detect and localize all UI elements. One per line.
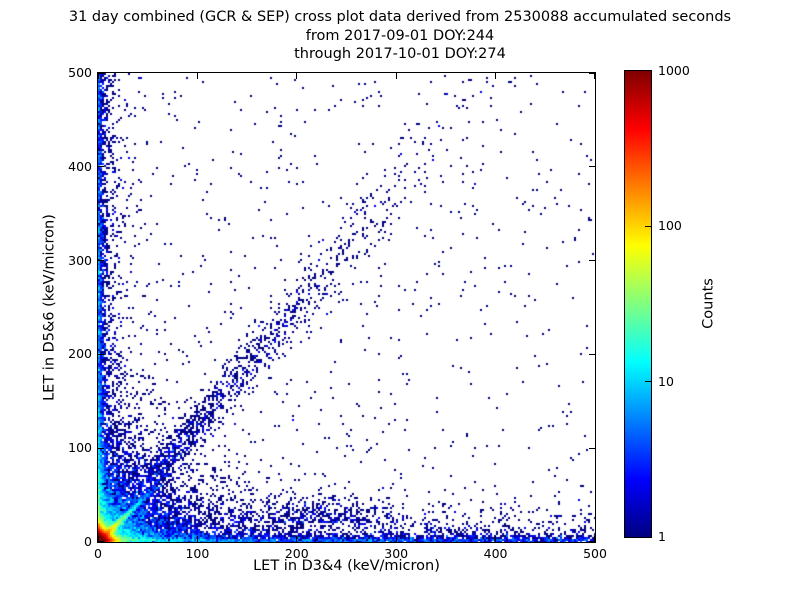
y-tick-label: 200 [68, 346, 92, 362]
y-tick-label: 500 [68, 65, 92, 80]
axis-tick [395, 73, 397, 79]
x-tick-label: 300 [384, 546, 409, 561]
colorbar-gradient [624, 70, 652, 538]
x-tick-label: 100 [185, 546, 210, 561]
plot-frame [97, 72, 596, 543]
colorbar-tick [645, 225, 652, 227]
y-tick-label: 0 [84, 534, 92, 549]
colorbar-title: Counts [700, 278, 717, 329]
axis-tick [98, 447, 104, 449]
colorbar-tick [645, 381, 652, 383]
axis-tick [495, 536, 497, 542]
colorbar-tick-label: 100 [658, 218, 682, 234]
axis-tick [296, 73, 298, 79]
y-axis-title: LET in D5&6 (keV/micron) [41, 214, 58, 401]
y-tick-label: 100 [68, 440, 92, 456]
axis-tick [395, 536, 397, 542]
colorbar-tick-label: 1000 [658, 63, 690, 78]
axis-tick [589, 541, 595, 542]
chart-title-block: 31 day combined (GCR & SEP) cross plot d… [0, 8, 800, 64]
axis-tick [589, 166, 595, 168]
chart-subtitle-from: from 2017-09-01 DOY:244 [305, 27, 495, 44]
axis-tick [589, 353, 595, 355]
axis-tick [98, 166, 104, 168]
axis-tick [196, 73, 198, 79]
axis-tick [594, 73, 595, 79]
axis-tick [589, 260, 595, 262]
axis-tick [98, 536, 99, 542]
axis-tick [98, 73, 104, 74]
axis-tick [495, 73, 497, 79]
axis-tick [196, 536, 198, 542]
x-axis-title: LET in D3&4 (keV/micron) [253, 558, 440, 574]
axis-tick [296, 536, 298, 542]
axis-tick [589, 447, 595, 449]
x-tick-label: 0 [94, 546, 102, 561]
axis-tick [98, 541, 104, 542]
axis-tick [98, 73, 99, 79]
axis-tick [98, 353, 104, 355]
x-tick-label: 400 [483, 546, 508, 561]
chart-subtitle-through: through 2017-10-01 DOY:274 [294, 46, 506, 62]
axis-tick [589, 73, 595, 74]
axis-tick [594, 536, 595, 542]
x-tick-label: 500 [583, 546, 607, 561]
axis-tick [98, 260, 104, 262]
x-tick-label: 200 [284, 546, 309, 561]
colorbar-tick-label: 1 [658, 529, 666, 544]
density-plot-canvas [98, 73, 595, 542]
chart-title: 31 day combined (GCR & SEP) cross plot d… [68, 9, 732, 25]
y-tick-label: 300 [68, 252, 92, 268]
y-tick-label: 400 [68, 158, 92, 174]
colorbar-tick-label: 10 [658, 373, 674, 389]
